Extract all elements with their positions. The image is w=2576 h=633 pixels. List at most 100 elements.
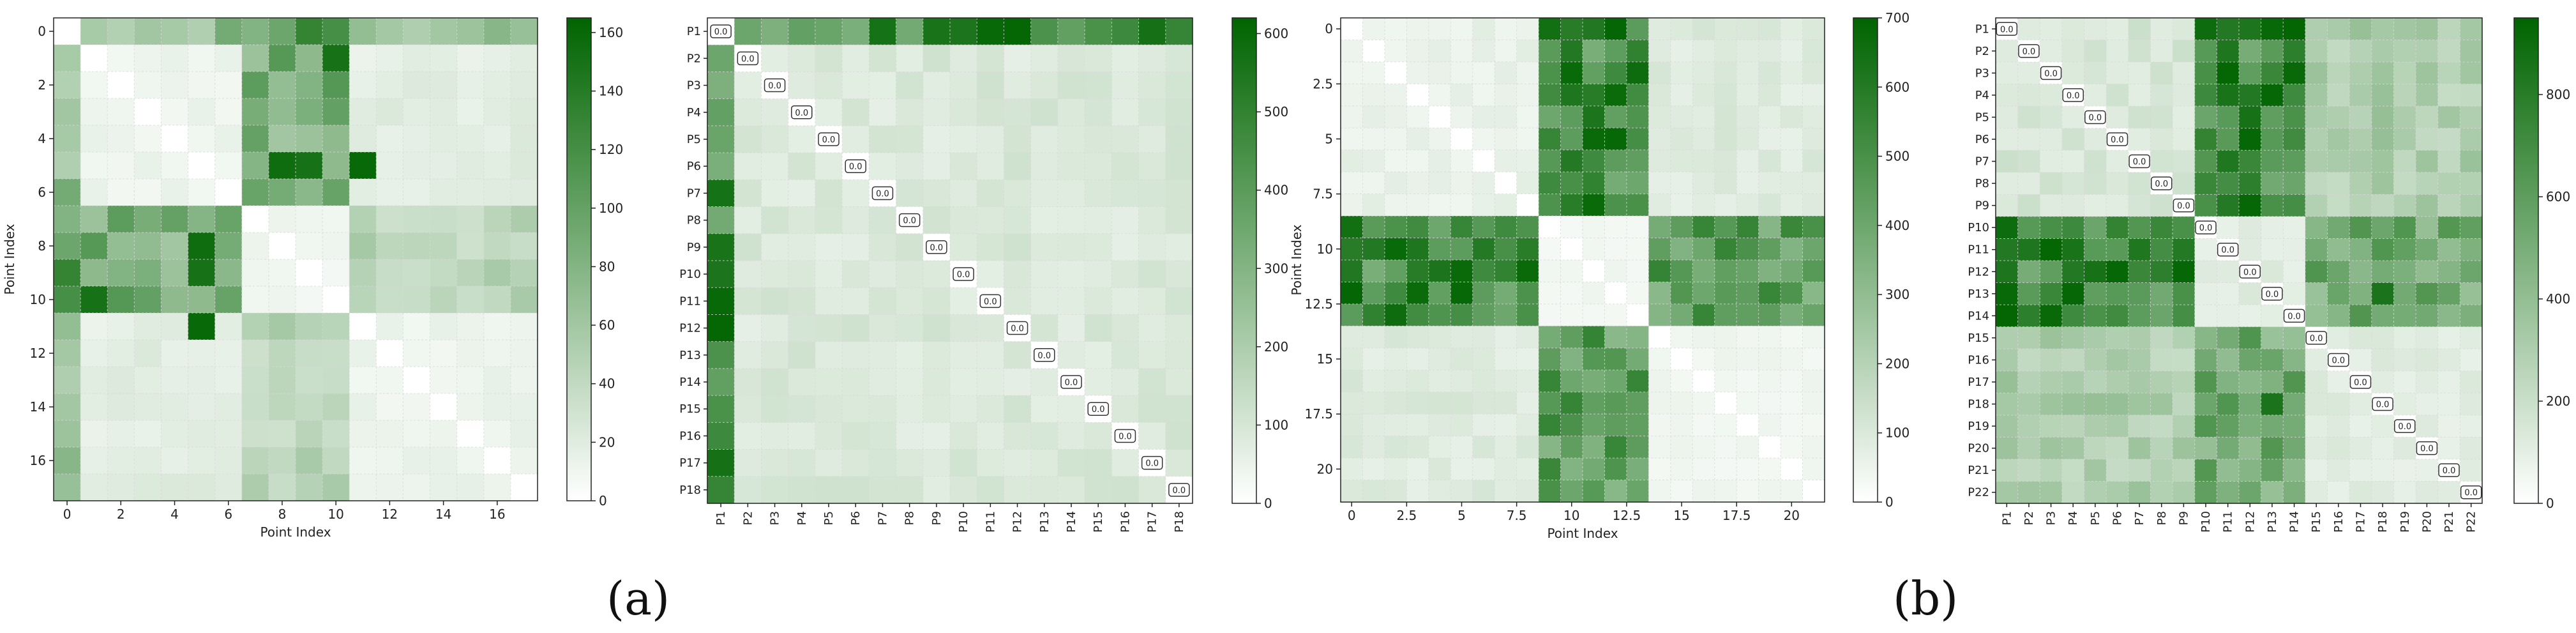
heatmap-cell — [215, 98, 243, 126]
heatmap-cell — [1802, 18, 1825, 41]
heatmap-cell — [2040, 172, 2063, 195]
x-tick-label: P8 — [903, 511, 917, 525]
heatmap-cell — [1583, 326, 1606, 349]
heatmap-cell — [1758, 303, 1781, 326]
heatmap-cell — [842, 18, 870, 45]
heatmap-cell — [1996, 282, 2019, 305]
heatmap-cell — [2460, 18, 2483, 41]
heatmap-cell — [268, 474, 296, 501]
heatmap-cell — [1539, 40, 1562, 63]
heatmap-cell — [1495, 216, 1518, 239]
heatmap-cell — [1472, 84, 1495, 107]
heatmap-cell — [1165, 395, 1193, 423]
heatmap-cell — [107, 98, 135, 126]
heatmap-cell — [1736, 458, 1759, 481]
y-tick-label: P10 — [1968, 221, 1989, 234]
heatmap-cell — [1165, 341, 1193, 369]
heatmap-cell — [2305, 194, 2328, 217]
heatmap-cell — [1560, 149, 1583, 172]
heatmap-cell — [1539, 282, 1562, 305]
heatmap-cell — [2128, 349, 2151, 372]
heatmap-cell — [977, 261, 1005, 288]
heatmap-cell — [161, 420, 189, 448]
heatmap-cell — [188, 125, 216, 153]
heatmap-cell — [430, 45, 458, 72]
heatmap-cell — [1111, 206, 1140, 234]
heatmap-cell — [1516, 18, 1539, 41]
heatmap-cell — [2393, 150, 2416, 173]
heatmap-cell — [296, 125, 323, 153]
heatmap-cell — [1714, 172, 1737, 195]
heatmap-cell — [456, 393, 485, 421]
heatmap-cell — [1802, 282, 1825, 305]
heatmap-cell — [1085, 422, 1112, 450]
heatmap-cell — [707, 395, 735, 423]
heatmap-cell — [1004, 72, 1032, 100]
heatmap-cell — [1406, 260, 1429, 283]
diagonal-label-box — [979, 294, 1002, 309]
heatmap-cell — [1802, 216, 1825, 239]
heatmap-cell — [1781, 128, 1804, 151]
heatmap-cell — [788, 233, 816, 261]
heatmap-cell — [2283, 84, 2306, 107]
heatmap-cell — [2194, 84, 2217, 107]
diagonal-label-box — [1060, 375, 1082, 389]
heatmap-cell — [1692, 392, 1715, 415]
x-tick-label: P3 — [2045, 511, 2058, 525]
heatmap-cell — [1692, 149, 1715, 172]
heatmap-cell — [1004, 287, 1032, 316]
heatmap-cell — [2460, 128, 2483, 151]
heatmap-cell — [1472, 436, 1495, 459]
heatmap-cell — [2017, 194, 2040, 217]
heatmap-cell — [2128, 282, 2151, 305]
heatmap-cell — [54, 98, 81, 126]
heatmap-cell — [2283, 261, 2306, 284]
heatmap-cell — [1539, 458, 1562, 481]
heatmap-cell — [1406, 194, 1429, 217]
heatmap-cell — [1583, 18, 1606, 41]
heatmap-cell — [1495, 370, 1518, 393]
heatmap-cell — [1004, 179, 1032, 208]
heatmap-cell — [2061, 459, 2085, 482]
y-axis-label: Point Index — [2, 224, 17, 294]
y-tick-label: P5 — [687, 133, 701, 146]
heatmap-cell — [134, 72, 162, 99]
diagonal-label: 0.0 — [1011, 324, 1024, 334]
heatmap-cell — [2460, 326, 2483, 349]
heatmap-cell — [2150, 437, 2173, 460]
heatmap-cell — [1138, 341, 1166, 369]
heatmap-cell — [2239, 40, 2262, 63]
heatmap-cell — [1604, 149, 1627, 172]
heatmap-cell — [1111, 98, 1140, 126]
heatmap-cell — [2150, 238, 2173, 261]
heatmap-cell — [1362, 326, 1385, 349]
heatmap-cell — [2194, 349, 2217, 372]
heatmap-cell — [2194, 172, 2217, 195]
heatmap-cell — [215, 125, 243, 153]
heatmap-cell — [1111, 476, 1140, 504]
heatmap-cell — [1085, 341, 1112, 369]
heatmap-cell — [2061, 481, 2085, 504]
heatmap-cell — [761, 206, 789, 234]
heatmap-cell — [456, 259, 485, 287]
heatmap-cell — [2084, 150, 2107, 173]
heatmap-cell — [1802, 303, 1825, 326]
heatmap-cell — [1626, 414, 1649, 437]
diagonal-label-box — [2018, 44, 2040, 58]
heatmap-cell — [1085, 98, 1112, 126]
heatmap-cell — [842, 261, 870, 288]
heatmap-cell — [1758, 370, 1781, 393]
heatmap-cell — [2128, 216, 2151, 240]
heatmap-cell — [1362, 370, 1385, 393]
heatmap-cell — [2150, 370, 2173, 393]
heatmap-cell — [950, 45, 977, 73]
heatmap-cell — [2106, 370, 2129, 393]
heatmap-cell — [1495, 392, 1518, 415]
y-tick-label: P6 — [687, 160, 701, 173]
heatmap-cell — [1362, 61, 1385, 84]
heatmap-cell — [2217, 172, 2240, 195]
heatmap-cell — [2084, 437, 2107, 460]
heatmap-cell — [107, 72, 135, 99]
heatmap-cell — [2393, 393, 2416, 416]
